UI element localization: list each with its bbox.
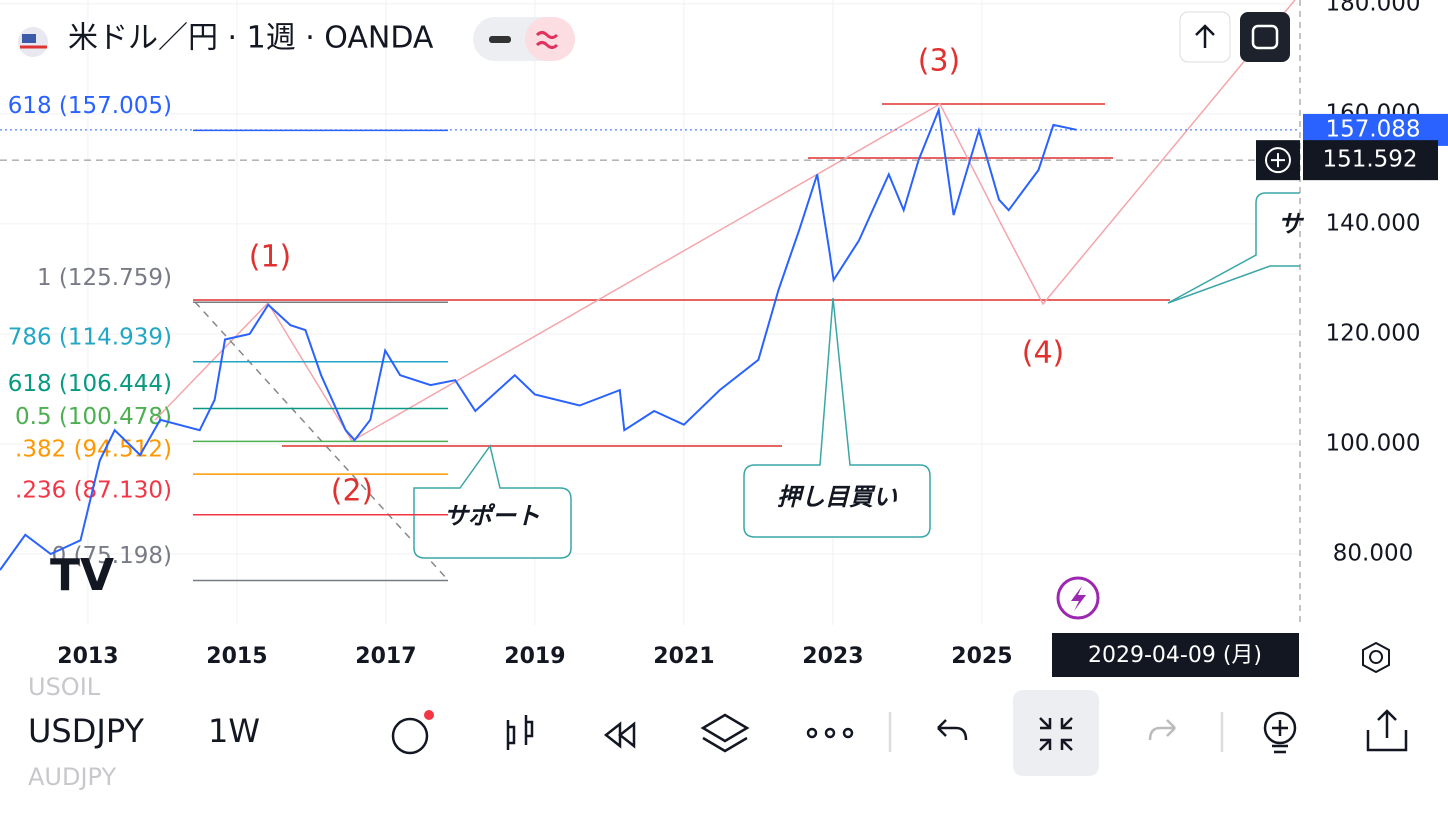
alert-button[interactable]	[391, 717, 429, 755]
mode-toggle-active[interactable]	[525, 17, 575, 61]
annotation: サ	[1278, 210, 1305, 238]
crosshair-tag	[1303, 140, 1438, 181]
fib-label: .382 (94.512)	[15, 437, 172, 463]
interval-button[interactable]: 1W	[208, 712, 260, 750]
watchlist-next[interactable]: AUDJPY	[28, 763, 116, 791]
icon	[535, 31, 559, 49]
logo: TV	[50, 550, 114, 601]
y-tick-label: 120.000	[1325, 320, 1420, 346]
x-tick-label: 2021	[653, 644, 714, 669]
callout	[413, 444, 572, 559]
fib-label: 618 (106.444)	[8, 371, 172, 397]
crosshair-date-tag	[1052, 633, 1299, 677]
x-tick-label: 2023	[802, 644, 863, 669]
y-tick-label: 80.000	[1333, 541, 1413, 567]
fib-label: 0 (75.198)	[52, 543, 172, 569]
icon	[1071, 586, 1086, 611]
flag-icon	[22, 34, 36, 43]
annotation: (1)	[249, 240, 292, 275]
icon	[1271, 153, 1285, 168]
y-tick-label: 140.000	[1325, 210, 1420, 236]
annotation: 押し目買い	[777, 483, 898, 511]
x-tick-label: 2013	[57, 644, 118, 669]
price-line	[0, 106, 1077, 571]
chart-type-button[interactable]	[506, 715, 534, 750]
ideas-button[interactable]	[1263, 711, 1297, 745]
plot: 618 (157.005) 1 (125.759) 786 (114.939) 618…	[0, 44, 1305, 582]
settings-button[interactable]	[1362, 641, 1390, 674]
fib-label: 1 (125.759)	[37, 265, 172, 291]
last-price-label: 157.088	[1325, 116, 1420, 142]
annotation: サポート	[444, 502, 540, 530]
watchlist-prev[interactable]: USOIL	[28, 673, 101, 701]
collapse-button[interactable]	[1013, 690, 1099, 776]
toolbar-icons	[391, 690, 1408, 776]
replay-button[interactable]	[603, 721, 636, 749]
crosshair-price-label: 151.592	[1322, 147, 1417, 173]
symbol-button[interactable]: USDJPY	[28, 712, 144, 750]
annotation: (4)	[1022, 336, 1065, 371]
icon	[1251, 24, 1279, 50]
callout	[1167, 192, 1300, 304]
annotation: (3)	[918, 44, 961, 79]
x-tick-label: 2017	[355, 644, 416, 669]
x-tick-label: 2025	[951, 644, 1012, 669]
crosshair-date-label: 2029-04-09 (月)	[1088, 643, 1262, 668]
redo-button[interactable]	[1148, 719, 1176, 741]
badge	[424, 710, 434, 720]
lightning-button[interactable]	[1056, 576, 1100, 620]
y-tick-label: 180.000	[1325, 0, 1420, 16]
x-tick-label: 2019	[504, 644, 565, 669]
callout	[743, 297, 931, 538]
y-tick-label: 100.000	[1325, 430, 1420, 456]
share-button[interactable]	[1366, 709, 1408, 752]
symbol-title: 米ドル／円 · 1週 · OANDA	[68, 21, 434, 56]
fib-label: 618 (157.005)	[8, 93, 172, 119]
layers-button[interactable]	[700, 713, 750, 753]
fib-label: 786 (114.939)	[8, 324, 172, 350]
annotation: (2)	[331, 474, 374, 509]
axes: 80.000100.000120.000140.000160.000180.00…	[57, 0, 1448, 677]
undo-button[interactable]	[937, 719, 968, 741]
icon	[1195, 24, 1215, 48]
x-tick-label: 2015	[206, 644, 267, 669]
fullscreen-button[interactable]	[1240, 12, 1290, 62]
fib-label: 0.5 (100.478)	[15, 404, 172, 430]
icon	[489, 36, 511, 43]
icon	[1265, 147, 1291, 174]
